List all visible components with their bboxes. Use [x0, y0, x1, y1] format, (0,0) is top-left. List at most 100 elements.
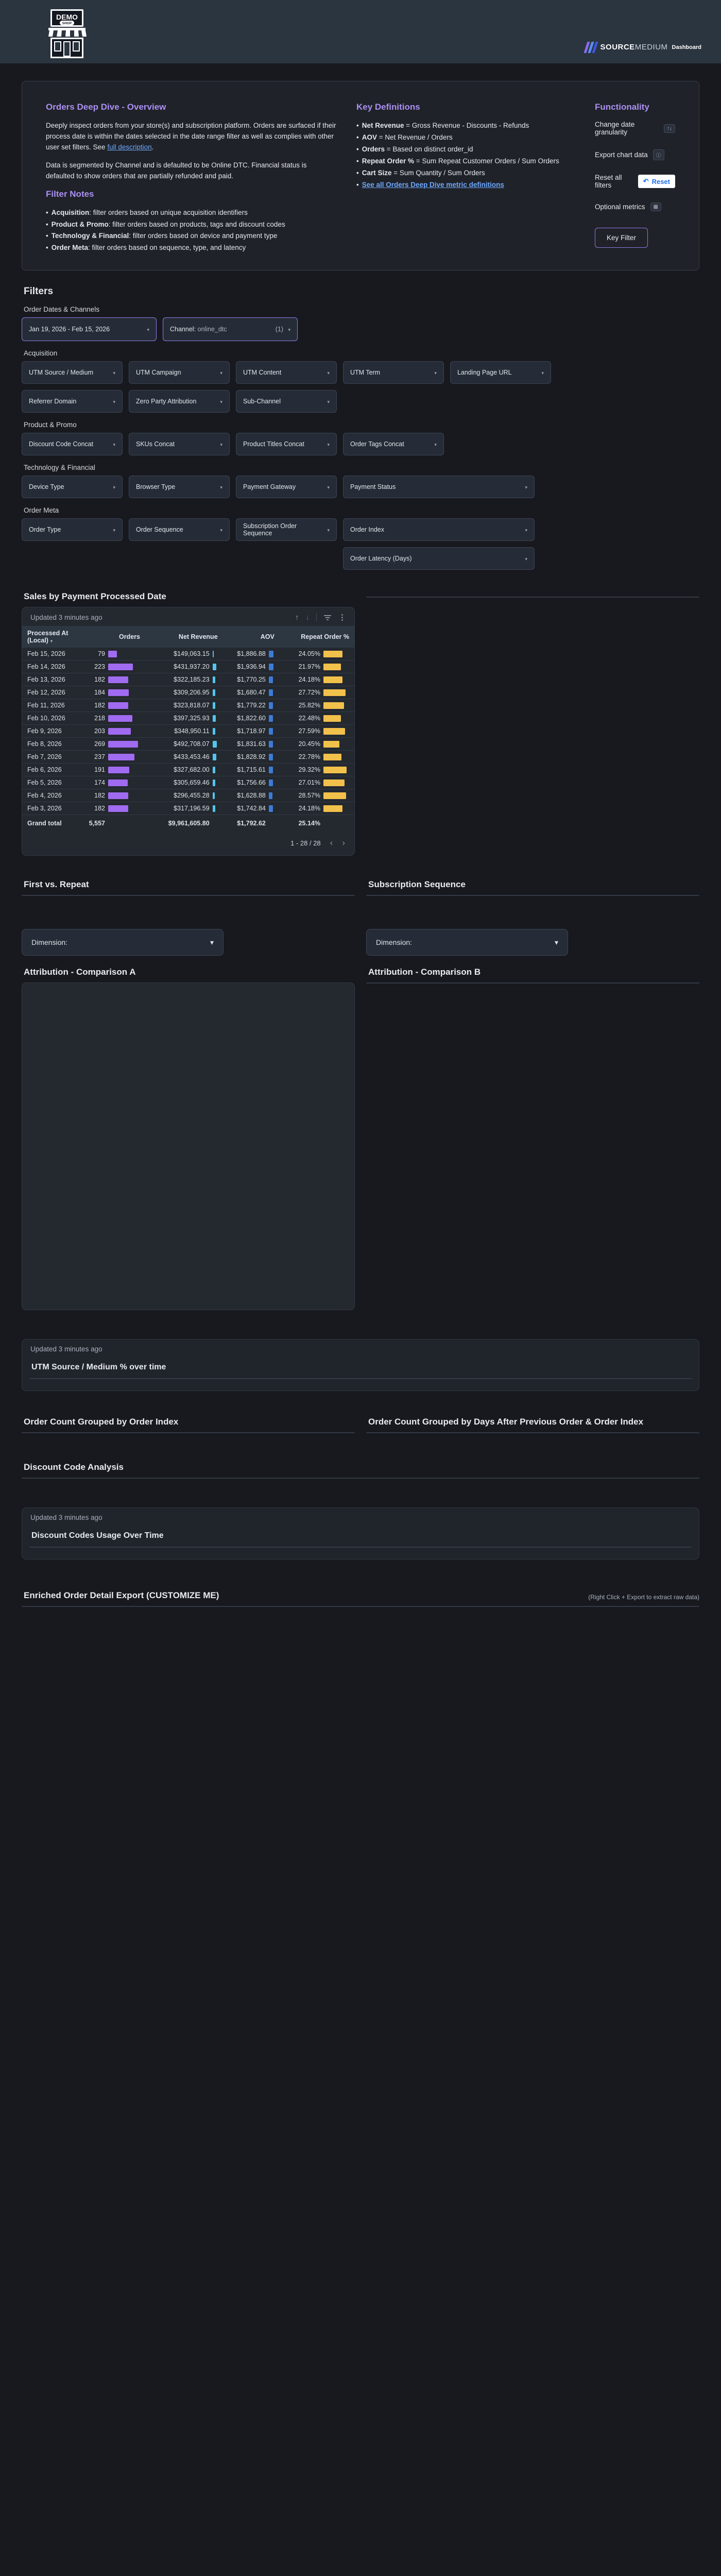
cell-4: 27.72% [279, 686, 354, 700]
cell-bar [108, 676, 129, 683]
chevron-down-icon: ▾ [434, 442, 437, 448]
cell-value: 24.18% [298, 676, 320, 684]
chevron-down-icon: ▾ [113, 528, 115, 533]
cell-bar [212, 740, 217, 748]
cell-1: 223 [83, 660, 145, 674]
filter-payment-gateway[interactable]: Payment Gateway ▾ [236, 476, 337, 499]
reset-filters-button[interactable]: ↶ Reset [638, 175, 675, 188]
cell-bar [323, 663, 341, 670]
filter-utm-content[interactable]: UTM Content ▾ [236, 361, 337, 384]
cell-bar [212, 779, 215, 786]
column-header-orders[interactable]: Orders [83, 626, 145, 648]
sourcemedium-logo-icon [583, 41, 598, 53]
filter-sub-channel[interactable]: Sub-Channel ▾ [236, 390, 337, 413]
functionality-label: Reset all filters [595, 174, 622, 189]
toolbar-divider [316, 613, 317, 622]
utm-pct-chart-title: UTM Source / Medium % over time [31, 1363, 166, 1372]
cell-3: $1,756.66 [222, 776, 280, 790]
cell-bar [323, 805, 343, 812]
sales-table: Processed At (Local) ▾ Orders Net Revenue AO… [22, 626, 354, 832]
filter-utm-source-medium[interactable]: UTM Source / Medium ▾ [22, 361, 123, 384]
table-row: Feb 15, 2026 79 $149,063.15 $1,886.88 24.05% [22, 648, 354, 661]
column-header-processed-at-local-[interactable]: Processed At (Local) ▾ [22, 626, 84, 648]
column-header-repeat-order-[interactable]: Repeat Order % [279, 626, 354, 648]
filter-order-sequence[interactable]: Order Sequence ▾ [129, 518, 230, 541]
filter-label: Referrer Domain [29, 398, 77, 405]
pagination-next-icon[interactable]: › [342, 838, 345, 848]
key-filter-button[interactable]: Key Filter [595, 228, 648, 248]
cell-value: $1,628.88 [237, 792, 266, 800]
sort-ascending-icon[interactable]: ↑ [295, 613, 299, 622]
cell-value: $431,937.20 [174, 663, 210, 671]
channel-filter[interactable]: Channel: online_dtc (1) ▾ [163, 317, 298, 342]
filter-label: Jan 19, 2026 - Feb 15, 2026 [29, 326, 110, 333]
filter-caret-group: ▾ [522, 555, 527, 562]
date-granularity-stepper[interactable]: ↑↓ [664, 124, 675, 133]
filter-device-type[interactable]: Device Type ▾ [22, 476, 123, 499]
chevron-down-icon: ▾ [525, 485, 527, 490]
filter-label: Payment Gateway [243, 483, 296, 491]
filter-referrer-domain[interactable]: Referrer Domain ▾ [22, 390, 123, 413]
cell-value: $305,659.46 [174, 779, 210, 787]
cell-2: $149,063.15 [145, 648, 223, 661]
filter-discount-code-concat[interactable]: Discount Code Concat ▾ [22, 433, 123, 456]
filter-subscription-order-sequence[interactable]: Subscription Order Sequence ▾ [236, 518, 337, 541]
filter-utm-campaign[interactable]: UTM Campaign ▾ [129, 361, 230, 384]
filter-landing-page-url[interactable]: Landing Page URL ▾ [450, 361, 551, 384]
info-icon[interactable]: ⓘ [653, 149, 664, 160]
cell-value: 27.59% [298, 727, 320, 735]
brand-suffix: Dashboard [672, 44, 701, 50]
filter-skus-concat[interactable]: SKUs Concat ▾ [129, 433, 230, 456]
table-row: Feb 3, 2026 182 $317,196.59 $1,742.84 24.18% [22, 802, 354, 816]
definitions-link-item: • See all Orders Deep Dive metric definit… [356, 180, 504, 189]
kebab-menu-icon[interactable]: ⋮ [338, 613, 346, 622]
cell-bar [212, 663, 216, 670]
sort-descending-icon[interactable]: ↓ [305, 613, 310, 622]
grand-total-cell: $1,792.62 [237, 820, 266, 827]
cell-value: 79 [98, 650, 105, 658]
filter-utm-term[interactable]: UTM Term ▾ [343, 361, 444, 384]
filter-label: Order Tags Concat [350, 440, 404, 448]
table-row: Feb 10, 2026 218 $397,325.93 $1,822.60 22.48… [22, 711, 354, 725]
filter-caret-group: ▾ [110, 369, 115, 376]
cell-bar [108, 702, 129, 709]
full-description-link[interactable]: full description [107, 143, 152, 151]
cell-bar [268, 676, 273, 683]
filter-label: Landing Page URL [457, 369, 512, 377]
chevron-down-icon: ▾ [147, 327, 149, 333]
filter-zero-party-attribution[interactable]: Zero Party Attribution ▾ [129, 390, 230, 413]
filter-icon[interactable] [323, 614, 332, 621]
cell-0: Feb 9, 2026 [22, 724, 84, 738]
metric-definitions-link[interactable]: See all Orders Deep Dive metric definiti… [362, 180, 504, 189]
cell-2: $322,185.23 [145, 673, 223, 687]
filter-order-tags-concat[interactable]: Order Tags Concat ▾ [343, 433, 444, 456]
filter-order-latency-days-[interactable]: Order Latency (Days) ▾ [343, 547, 535, 570]
date-range-filter[interactable]: Jan 19, 2026 - Feb 15, 2026 ▾ [22, 317, 157, 342]
optional-metrics-icon[interactable]: ▦ [650, 202, 661, 211]
functionality-title: Functionality [595, 102, 649, 112]
filter-order-index[interactable]: Order Index ▾ [343, 518, 535, 541]
cell-bar [108, 779, 128, 786]
cell-value: 20.45% [298, 740, 320, 748]
cell-value: 182 [94, 792, 105, 800]
svg-text:SHOP: SHOP [62, 22, 72, 25]
cell-0: Feb 7, 2026 [22, 750, 84, 764]
functionality-label: Optional metrics [595, 203, 645, 211]
selection-count: (1) [275, 326, 285, 333]
cell-4: 29.32% [279, 763, 354, 777]
pagination-prev-icon[interactable]: ‹ [330, 838, 333, 848]
filter-browser-type[interactable]: Browser Type ▾ [129, 476, 230, 499]
cell-value: 174 [94, 779, 105, 787]
filter-payment-status[interactable]: Payment Status ▾ [343, 476, 535, 499]
filter-notes-title: Filter Notes [46, 189, 94, 199]
column-header-net-revenue[interactable]: Net Revenue [145, 626, 223, 648]
overview-col-left: Orders Deep Dive - Overview Deeply inspe… [46, 95, 337, 255]
filter-product-titles-concat[interactable]: Product Titles Concat ▾ [236, 433, 337, 456]
cell-value: 269 [94, 740, 105, 748]
dimension-dropdown-b[interactable]: Dimension: ▾ [366, 929, 568, 956]
cell-bar [268, 715, 273, 722]
filter-order-type[interactable]: Order Type ▾ [22, 518, 123, 541]
dimension-dropdown-a[interactable]: Dimension: ▾ [22, 929, 224, 956]
column-header-aov[interactable]: AOV [222, 626, 280, 648]
cell-3: $1,718.97 [222, 724, 280, 738]
